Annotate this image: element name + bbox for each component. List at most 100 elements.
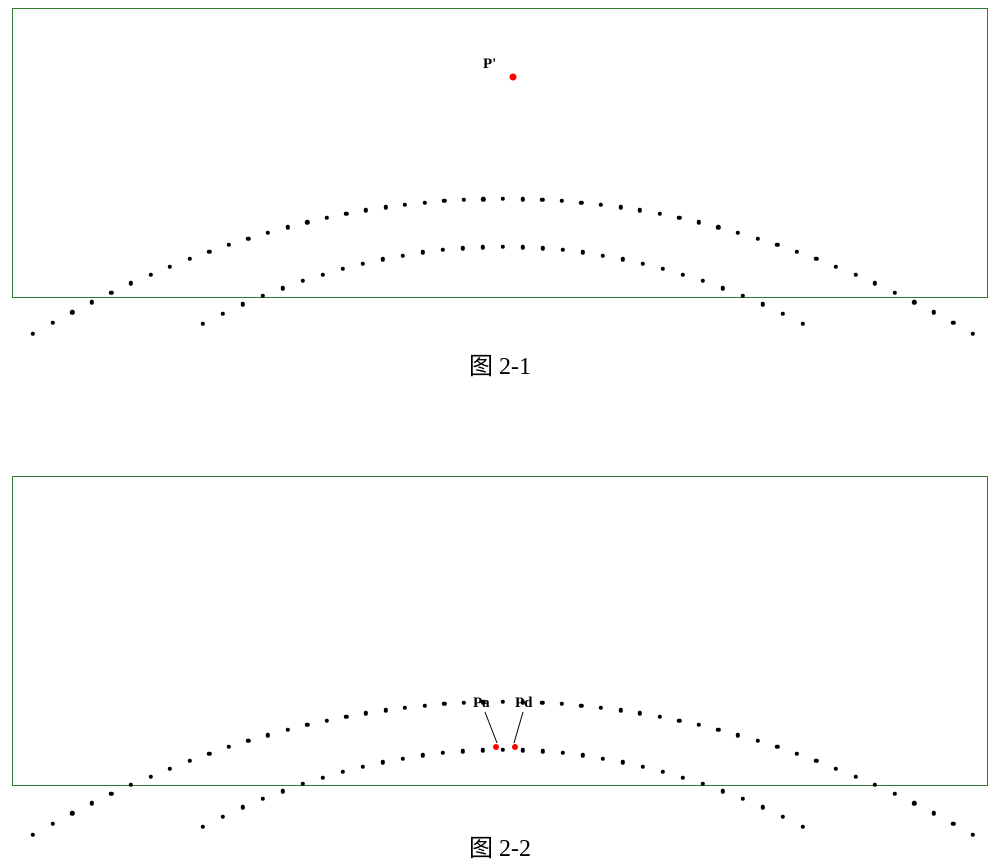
top-curve1-dot xyxy=(207,249,211,253)
bottom-curve2-dot xyxy=(301,782,305,786)
top-curve1-dot xyxy=(951,321,955,325)
bottom-curve1-dot xyxy=(951,822,955,826)
bottom-curve1-dot xyxy=(227,745,231,749)
bottom-curve2-dot xyxy=(661,770,665,774)
bottom-curve1-dot xyxy=(109,792,113,796)
bottom-curve2-dot xyxy=(761,805,765,809)
bottom-curve1-dot xyxy=(344,715,348,719)
top-curve1-dot xyxy=(697,220,701,224)
bottom-curve1-dot xyxy=(403,706,407,710)
bottom-curve1-dot xyxy=(50,822,54,826)
top-curve2-dot xyxy=(281,286,285,290)
bottom-curve2-dot xyxy=(441,751,445,755)
top-curve1-dot xyxy=(403,203,407,207)
caption-bottom: 图 2-2 xyxy=(469,828,531,863)
label-pd: Pd xyxy=(515,695,533,712)
top-curve2-dot xyxy=(701,279,705,283)
bottom-curve1-dot xyxy=(383,708,387,712)
bottom-curve1-dot xyxy=(442,702,446,706)
top-curve1-dot xyxy=(755,236,759,240)
panel-top: P' xyxy=(12,8,988,298)
bottom-curve2-dot xyxy=(401,756,405,760)
bottom-curve2-dot xyxy=(381,760,385,764)
top-curve1-dot xyxy=(932,310,936,314)
bottom-curve2-dot xyxy=(341,770,345,774)
bottom-curve1-dot xyxy=(912,801,916,805)
top-curve1-dot xyxy=(579,201,583,205)
top-curve2-dot xyxy=(721,286,725,290)
bottom-curve1-dot xyxy=(834,766,838,770)
bottom-curve2-dot xyxy=(741,797,745,801)
top-curve1-dot xyxy=(618,205,622,209)
bottom-curve2-dot xyxy=(601,756,605,760)
bottom-curve2-dot xyxy=(701,782,705,786)
bottom-curve1-dot xyxy=(90,801,94,805)
top-curve1-dot xyxy=(677,216,681,220)
bottom-curve2-dot xyxy=(641,764,645,768)
bottom-curve1-dot xyxy=(207,752,211,756)
top-curve2-dot xyxy=(241,302,245,306)
bottom-curve2-dot xyxy=(461,749,465,753)
top-curve2-dot xyxy=(221,311,225,315)
top-curve1-dot xyxy=(227,243,231,247)
top-curve1-dot xyxy=(148,273,152,277)
bottom-curve1-dot xyxy=(325,718,329,722)
bottom-curve1-dot xyxy=(873,783,877,787)
bottom-curve1-dot xyxy=(736,733,740,737)
bottom-curve1-dot xyxy=(657,715,661,719)
bottom-curve1-dot xyxy=(697,723,701,727)
top-curve2-dot xyxy=(501,245,505,249)
bottom-curve1-dot xyxy=(932,811,936,815)
top-curve1-dot xyxy=(168,264,172,268)
top-curve2-dot xyxy=(341,267,345,271)
top-curve2-dot xyxy=(761,302,765,306)
top-curve1-dot xyxy=(481,197,485,201)
label-pa: Pa xyxy=(473,695,490,712)
bottom-curve2-dot xyxy=(561,751,565,755)
top-curve1-dot xyxy=(716,225,720,229)
bottom-curve1-dot xyxy=(560,702,564,706)
bottom-curve2-dot xyxy=(421,753,425,757)
bottom-curve1-dot xyxy=(364,711,368,715)
bottom-curve1-dot xyxy=(853,774,857,778)
bottom-curve1-dot xyxy=(70,811,74,815)
top-curve1-dot xyxy=(912,300,916,304)
bottom-curve1-dot xyxy=(540,701,544,705)
top-curve1-dot xyxy=(442,199,446,203)
bottom-curve1-dot xyxy=(31,832,35,836)
top-curve2-dot xyxy=(301,279,305,283)
top-curve2-dot xyxy=(461,246,465,250)
top-curve1-dot xyxy=(266,230,270,234)
top-curve2-dot xyxy=(561,248,565,252)
label-p-prime: P' xyxy=(483,56,496,73)
bottom-curve2-dot xyxy=(541,749,545,753)
top-curve2-dot xyxy=(201,321,205,325)
bottom-curve1-dot xyxy=(599,706,603,710)
bottom-curve2-dot xyxy=(621,760,625,764)
bottom-curve2-dot xyxy=(361,764,365,768)
top-curve1-dot xyxy=(462,198,466,202)
bottom-curve2-dot xyxy=(241,805,245,809)
top-curve2-dot xyxy=(441,248,445,252)
top-curve2-dot xyxy=(641,261,645,265)
top-curve1-dot xyxy=(599,203,603,207)
top-curve1-dot xyxy=(364,208,368,212)
bottom-curve1-dot xyxy=(814,759,818,763)
bottom-curve1-dot xyxy=(971,832,975,836)
bottom-curve1-dot xyxy=(716,728,720,732)
bottom-curve1-dot xyxy=(618,708,622,712)
bottom-curve1-dot xyxy=(677,718,681,722)
bottom-curve2-dot xyxy=(721,789,725,793)
top-curve1-dot xyxy=(971,332,975,336)
top-curve2-dot xyxy=(361,261,365,265)
bottom-curve1-dot xyxy=(755,739,759,743)
top-curve1-dot xyxy=(814,257,818,261)
bottom-curve2-dot xyxy=(481,748,485,752)
bottom-curve2-dot xyxy=(281,789,285,793)
top-curve1-dot xyxy=(109,290,113,294)
bottom-curve1-dot xyxy=(266,733,270,737)
bottom-curve1-dot xyxy=(501,700,505,704)
top-curve1-dot xyxy=(246,236,250,240)
top-curve1-dot xyxy=(383,205,387,209)
top-curve1-dot xyxy=(520,197,524,201)
